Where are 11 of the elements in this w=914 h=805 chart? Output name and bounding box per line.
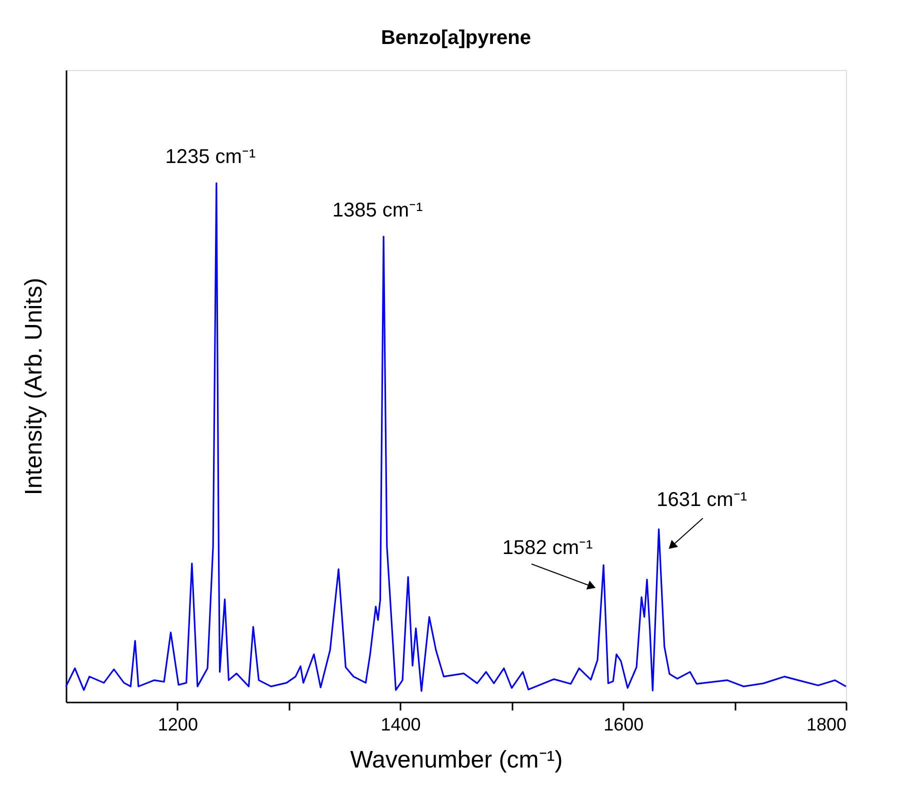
chart-title: Benzo[a]pyrene [380, 27, 532, 49]
annotation: 1235 cm⁻¹ [165, 146, 256, 168]
x-tick-label: 1800 [806, 714, 846, 734]
x-tick-label: 1400 [380, 714, 421, 734]
annotation: 1631 cm⁻¹ [656, 489, 748, 512]
x-tick-label: 1200 [158, 714, 198, 734]
annotation: 1582 cm⁻¹ [502, 537, 594, 560]
annotation: 1385 cm⁻¹ [332, 200, 424, 222]
y-axis-title: Intensity (Arb. Units) [20, 278, 48, 496]
x-tick-label: 1600 [604, 714, 644, 734]
x-axis-title: Wavenumber (cm⁻¹) [350, 746, 563, 774]
